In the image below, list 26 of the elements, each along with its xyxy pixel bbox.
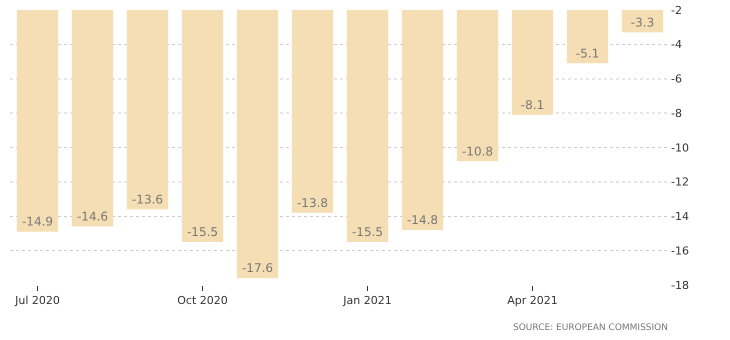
data-label: -15.5 [186, 225, 218, 240]
y-tick-label: -12 [671, 176, 689, 189]
data-label: -14.9 [22, 214, 54, 229]
data-label: -10.8 [462, 144, 494, 158]
data-label: -13.8 [296, 196, 328, 210]
y-tick-label: -2 [671, 4, 682, 17]
x-tick-label: Oct 2020 [177, 294, 228, 308]
data-label: -14.8 [406, 213, 438, 227]
x-tick-label: Jul 2020 [14, 294, 60, 308]
y-tick-label: -10 [671, 141, 689, 154]
data-label: -17.6 [242, 261, 274, 276]
y-tick-label: -6 [671, 72, 682, 86]
source-note: SOURCE: EUROPEAN COMMISSION [513, 323, 668, 333]
data-label: -5.1 [576, 46, 600, 60]
y-tick-label: -16 [671, 244, 689, 258]
data-label: -13.6 [132, 192, 164, 206]
y-tick-label: -14 [671, 210, 689, 224]
y-tick-label: -4 [671, 38, 682, 52]
x-tick-label: Jan 2021 [342, 294, 392, 308]
data-label: -15.5 [352, 225, 384, 240]
y-tick-label: -8 [671, 106, 682, 120]
y-tick-label: -18 [671, 278, 689, 292]
x-tick-label: Apr 2021 [507, 294, 558, 308]
data-label: -14.6 [76, 210, 108, 224]
data-label: -8.1 [520, 98, 544, 112]
data-label: -3.3 [630, 15, 654, 30]
